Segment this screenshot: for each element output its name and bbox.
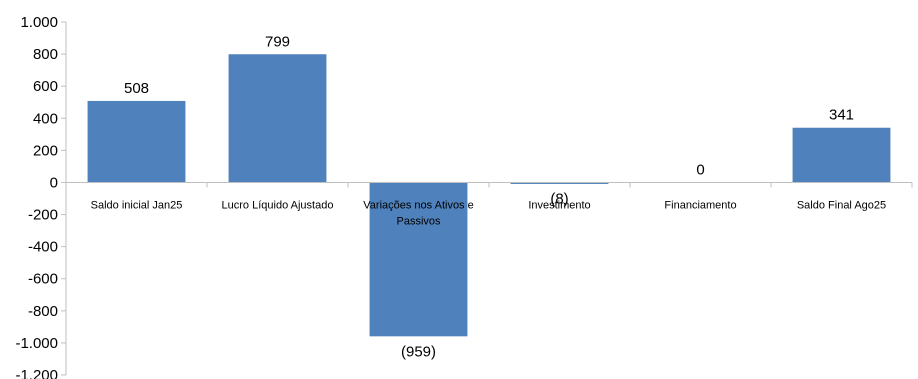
y-tick-label: -200 [28, 207, 58, 224]
category-label: Investimento [528, 199, 590, 211]
category-label: Financiamento [664, 199, 736, 211]
y-axis: 1.000 800 600 400 200 0 -200 -400 -600 -800 -1.000… [15, 14, 67, 379]
y-tick-label: -400 [28, 239, 58, 256]
bar [228, 54, 327, 183]
category-label: Variações nos Ativos e Passivos [363, 199, 473, 227]
bar [369, 182, 468, 337]
y-tick-label: 800 [33, 46, 58, 63]
y-tick-label: 0 [50, 174, 58, 191]
y-tick-label: 1.000 [20, 14, 58, 31]
data-labels: 508 799 (959) (8) 0 341 [124, 33, 854, 360]
data-label: 799 [265, 33, 290, 50]
data-label: 0 [696, 161, 704, 178]
y-tick-label: -1.200 [15, 367, 58, 379]
category-label: Saldo inicial Jan25 [91, 199, 183, 211]
bar [87, 100, 186, 183]
category-labels: Saldo inicial Jan25 Lucro Líquido Ajustad… [91, 199, 887, 227]
y-tick-label: -800 [28, 303, 58, 320]
category-label: Lucro Líquido Ajustado [222, 199, 334, 211]
data-label: (959) [401, 343, 436, 360]
y-tick-label: 400 [33, 110, 58, 127]
y-tick-label: -1.000 [15, 335, 58, 352]
category-label: Saldo Final Ago25 [797, 199, 886, 211]
data-label: 508 [124, 80, 149, 97]
y-tick-label: -600 [28, 271, 58, 288]
bars [87, 54, 891, 337]
y-tick-label: 200 [33, 142, 58, 159]
data-label: (8) [550, 191, 568, 208]
bar [510, 182, 609, 184]
category-axis [65, 181, 913, 188]
y-tick-label: 600 [33, 78, 58, 95]
bar [792, 127, 891, 183]
data-label: 341 [829, 107, 854, 124]
